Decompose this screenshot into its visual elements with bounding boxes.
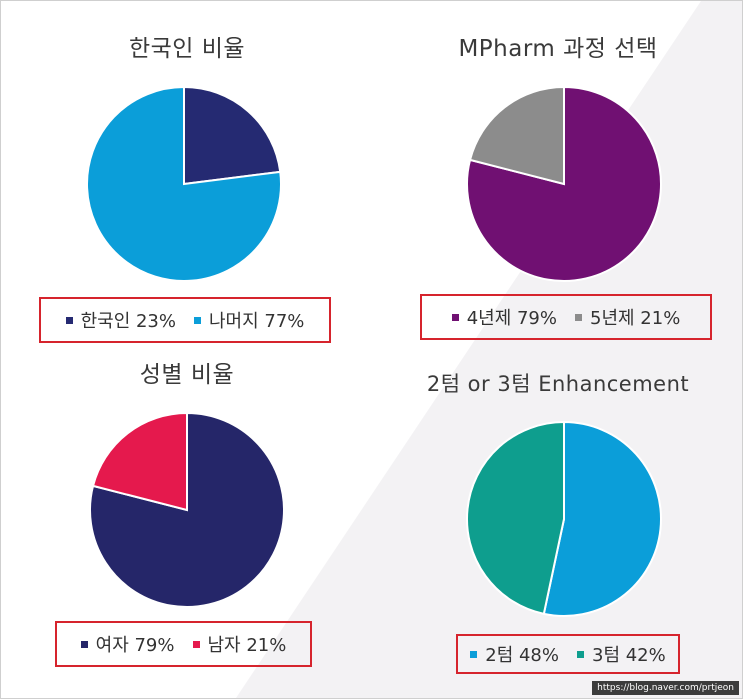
legend-swatch — [80, 640, 88, 648]
legend-label: 한국인 23% — [80, 311, 176, 332]
legend-item-4year: 4년제 79% — [451, 304, 557, 330]
pie-svg — [466, 420, 662, 617]
legend-box: 4년제 79% 5년제 21% — [420, 294, 712, 340]
legend-swatch — [65, 316, 73, 324]
chart-title: 한국인 비율 — [128, 36, 246, 62]
pie-slice-2 — [91, 411, 188, 512]
legend-item-2term: 2텀 48% — [470, 641, 559, 667]
pie-chart-korean-ratio: 한국인 비율 한국인 23% 나머지 77% — [1, 1, 373, 351]
legend-label: 나머지 77% — [209, 311, 305, 332]
legend-label: 3텀 42% — [592, 645, 666, 666]
pie-svg — [466, 85, 662, 282]
pie-slice-1 — [542, 420, 662, 617]
pie-slice-2 — [466, 420, 565, 616]
legend-box: 여자 79% 남자 21% — [55, 621, 312, 667]
legend-item-3term: 3텀 42% — [577, 641, 666, 667]
legend-label: 5년제 21% — [590, 308, 681, 329]
legend-box: 2텀 48% 3텀 42% — [456, 634, 680, 674]
watermark-url: https://blog.naver.com/prtjeon — [592, 681, 739, 695]
pie-svg — [86, 85, 282, 282]
pie-slice-2 — [86, 85, 282, 282]
pie-chart-mpharm-course: MPharm 과정 선택 4년제 79% 5년제 21% — [372, 1, 742, 351]
legend-item-korean: 한국인 23% — [65, 307, 176, 333]
legend-swatch — [470, 650, 478, 658]
chart-title: MPharm 과정 선택 — [458, 36, 658, 62]
legend-item-female: 여자 79% — [80, 631, 175, 657]
pie-slice-2 — [468, 85, 565, 186]
legend-swatch — [194, 316, 201, 324]
chart-title: 2텀 or 3텀 Enhancement — [426, 372, 690, 396]
legend-item-5year: 5년제 21% — [575, 304, 680, 330]
legend-label: 4년제 79% — [466, 308, 557, 329]
legend-label: 여자 79% — [95, 635, 175, 656]
chart-title: 성별 비율 — [139, 362, 235, 388]
pie-svg — [89, 411, 285, 608]
legend-swatch — [577, 650, 584, 658]
legend-item-others: 나머지 77% — [194, 307, 304, 333]
pie-slice-1 — [183, 85, 282, 186]
legend-swatch — [575, 313, 582, 321]
pie-slice-1 — [89, 411, 285, 608]
legend-label: 2텀 48% — [485, 645, 559, 666]
legend-box: 한국인 23% 나머지 77% — [39, 297, 331, 343]
legend-swatch — [451, 313, 459, 321]
pie-slice-1 — [466, 85, 662, 282]
pie-chart-gender-ratio: 성별 비율 여자 79% 남자 21% — [1, 351, 373, 698]
legend-swatch — [192, 640, 200, 648]
legend-label: 남자 21% — [207, 635, 287, 656]
legend-item-male: 남자 21% — [192, 631, 287, 657]
pie-chart-term-enhancement: 2텀 or 3텀 Enhancement 2텀 48% 3텀 42% — [372, 351, 742, 698]
